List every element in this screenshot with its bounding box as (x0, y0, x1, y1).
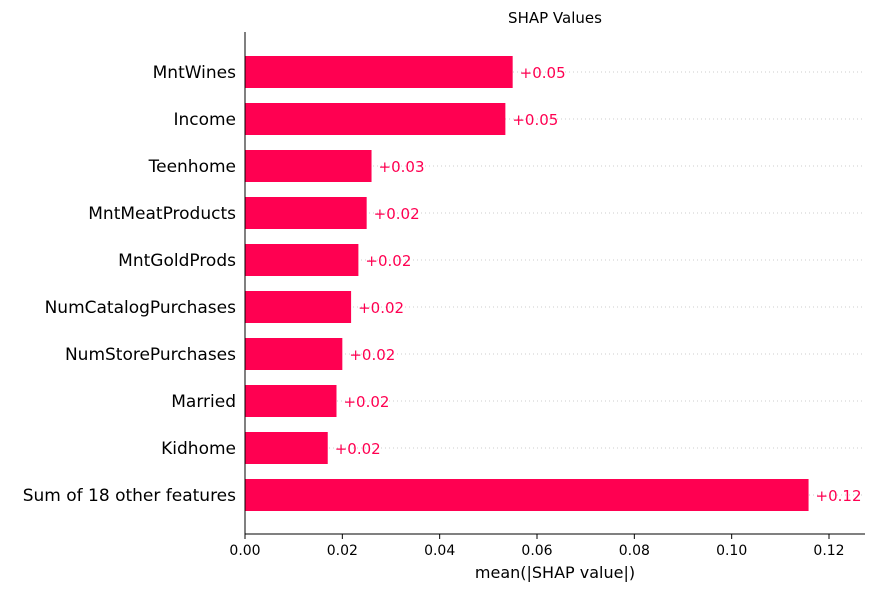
value-labels: +0.05 +0.05 +0.03 +0.02 +0.02 +0.02 +0.02 +0.02… (335, 64, 862, 505)
bar (245, 150, 372, 182)
value-label: +0.05 (520, 64, 566, 82)
value-label: +0.02 (335, 440, 381, 458)
x-ticks: 0.00 0.02 0.04 0.06 0.08 0.10 0.12 (229, 534, 845, 559)
bar (245, 103, 506, 135)
x-tick-label: 0.02 (327, 543, 358, 559)
value-label: +0.12 (816, 487, 862, 505)
category-label: MntGoldProds (118, 251, 236, 271)
category-label: Kidhome (161, 439, 236, 459)
category-label: NumStorePurchases (65, 345, 236, 365)
value-label: +0.02 (365, 252, 411, 270)
value-label: +0.02 (358, 299, 404, 317)
category-label: Married (171, 392, 236, 412)
x-tick-label: 0.00 (229, 543, 260, 559)
value-label: +0.02 (349, 346, 395, 364)
category-label: Sum of 18 other features (23, 486, 236, 506)
x-tick-label: 0.04 (424, 543, 455, 559)
x-tick-label: 0.06 (521, 543, 552, 559)
category-label: Income (173, 110, 236, 130)
category-label: Teenhome (148, 157, 236, 177)
bars (245, 56, 809, 511)
category-label: NumCatalogPurchases (45, 298, 237, 318)
x-tick-label: 0.10 (716, 543, 747, 559)
category-label: MntWines (153, 63, 236, 83)
value-label: +0.05 (512, 111, 558, 129)
value-label: +0.02 (374, 205, 420, 223)
x-axis-label: mean(|SHAP value|) (475, 563, 635, 582)
bar (245, 197, 367, 229)
chart-title: SHAP Values (508, 9, 602, 27)
value-label: +0.03 (379, 158, 425, 176)
bar (245, 385, 337, 417)
category-labels: MntWines Income Teenhome MntMeatProducts Mnt… (23, 63, 236, 506)
bar (245, 432, 328, 464)
category-label: MntMeatProducts (88, 204, 236, 224)
row-guides (245, 71, 865, 496)
bar (245, 291, 352, 323)
value-label: +0.02 (343, 393, 389, 411)
bar (245, 56, 513, 88)
bar (245, 244, 359, 276)
x-tick-label: 0.12 (813, 543, 844, 559)
bar (245, 479, 809, 511)
bar (245, 338, 343, 370)
x-tick-label: 0.08 (619, 543, 650, 559)
